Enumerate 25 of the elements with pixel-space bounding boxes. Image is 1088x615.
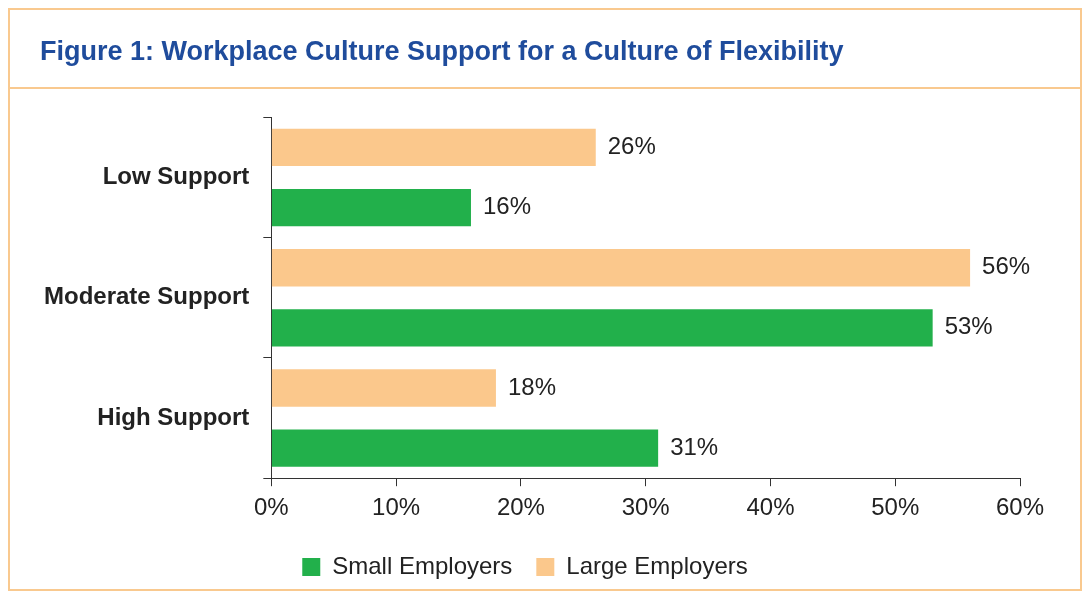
chart-title: Figure 1: Workplace Culture Support for a Culture of Flexibility — [10, 10, 1080, 89]
x-tick-label: 20% — [496, 493, 545, 521]
y-tick-label: Low Support — [102, 162, 250, 190]
x-tick-label: 10% — [372, 493, 421, 521]
data-label: 31% — [670, 432, 719, 460]
y-tick-label: High Support — [97, 402, 250, 430]
bar — [271, 309, 933, 347]
x-tick-label: 60% — [995, 493, 1045, 521]
data-label: 26% — [607, 132, 656, 160]
legend-label: Small Employers — [332, 551, 513, 579]
x-tick-label: 30% — [621, 493, 670, 521]
data-label: 18% — [507, 372, 556, 400]
bar — [271, 188, 471, 227]
data-label: 53% — [944, 312, 993, 340]
x-tick-label: 50% — [871, 493, 920, 521]
bar — [271, 128, 596, 167]
x-tick-label: 40% — [746, 493, 795, 521]
data-label: 56% — [982, 252, 1031, 280]
y-tick-label: Moderate Support — [43, 282, 250, 310]
bar — [271, 369, 496, 407]
legend-label: Large Employers — [566, 551, 748, 579]
data-label: 16% — [482, 192, 532, 220]
bar — [271, 249, 971, 287]
bar — [271, 429, 659, 467]
x-tick-label: 0% — [253, 493, 289, 521]
